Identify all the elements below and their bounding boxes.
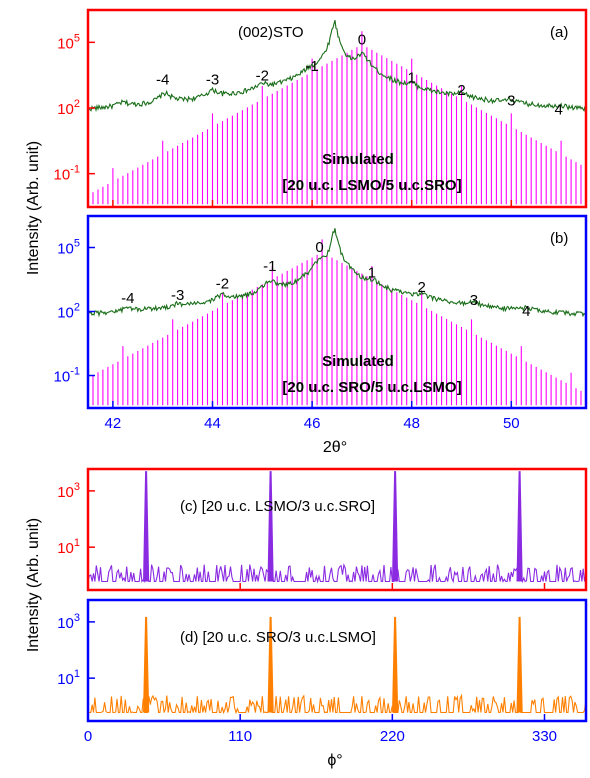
peak-label-a-2: -2 bbox=[256, 68, 269, 85]
plot-area-a bbox=[88, 20, 586, 205]
peak-label-a-1: -3 bbox=[206, 71, 219, 88]
panel-b: -4 -3 -2 -1 0 1 2 3 4 (b) Simulated [20 u.c. SRO/5 … bbox=[54, 214, 588, 432]
x-tick-label-b-3: 48 bbox=[403, 415, 420, 432]
y-tick-label-b-0: 105 bbox=[57, 238, 80, 258]
peak-label-a-6: 2 bbox=[457, 82, 465, 99]
peak-label-b-1: -3 bbox=[171, 287, 184, 304]
panel-tag-b: (b) bbox=[550, 230, 568, 247]
plot-area-c bbox=[88, 471, 586, 584]
peak-label-a-3: -1 bbox=[305, 58, 318, 75]
panel-a: -4 -3 -2 -1 0 1 2 3 4 (002)STO (a) Simulated [20 u.c… bbox=[54, 8, 588, 209]
peak-label-b-8: 4 bbox=[522, 303, 530, 320]
simulated-series-a bbox=[88, 31, 586, 205]
substrate-label: (002)STO bbox=[238, 24, 304, 41]
y-tick-label-a-0: 105 bbox=[57, 32, 80, 52]
simulated-label-line1-b: Simulated bbox=[322, 353, 394, 370]
axes-frame-d bbox=[86, 598, 588, 723]
y-tick-label-d-1: 101 bbox=[57, 668, 80, 688]
simulated-series-b bbox=[88, 239, 586, 406]
measured-series-b bbox=[88, 228, 586, 318]
x-tick-label-b-4: 50 bbox=[503, 415, 520, 432]
panel-d: (d) [20 u.c. SRO/3 u.c.LSMO] 103 101 0 110 22… bbox=[57, 598, 588, 745]
phi-peak-d-1 bbox=[267, 616, 274, 713]
plot-area-d bbox=[88, 616, 586, 715]
x-axis-title-bottom: ϕ° bbox=[327, 752, 342, 769]
x-tick-label-d-1: 110 bbox=[228, 728, 252, 745]
phi-peak-d-2 bbox=[392, 616, 399, 713]
y-tick-label-b-1: 102 bbox=[57, 302, 80, 322]
phi-peak-d-0 bbox=[143, 616, 150, 713]
panel-label-d: (d) [20 u.c. SRO/3 u.c.LSMO] bbox=[180, 629, 376, 646]
phi-noise-c bbox=[88, 562, 586, 584]
peak-label-b-5: 1 bbox=[368, 264, 376, 281]
phi-peak-c-2 bbox=[392, 471, 399, 582]
phi-peak-c-0 bbox=[143, 471, 150, 582]
panel-tag-a: (a) bbox=[550, 24, 568, 41]
peak-label-b-0: -4 bbox=[121, 290, 134, 307]
measured-series-a bbox=[88, 20, 586, 113]
peak-label-b-2: -2 bbox=[216, 275, 229, 292]
x-tick-label-b-0: 42 bbox=[105, 415, 122, 432]
peak-label-a-5: 1 bbox=[408, 69, 416, 86]
peak-label-a-7: 3 bbox=[507, 93, 515, 110]
peak-label-b-7: 3 bbox=[470, 292, 478, 309]
x-tick-label-d-0: 0 bbox=[84, 728, 92, 745]
y-tick-label-a-1: 102 bbox=[57, 98, 80, 118]
y-axis-title-top: Intensity (Arb. unit) bbox=[25, 141, 42, 275]
phi-peak-c-3 bbox=[516, 471, 523, 582]
simulated-label-line1-a: Simulated bbox=[322, 151, 394, 168]
y-tick-label-b-2: 10-1 bbox=[54, 366, 80, 386]
x-tick-label-d-2: 220 bbox=[380, 728, 405, 745]
peak-label-a-8: 4 bbox=[554, 102, 562, 119]
y-axis-title-bottom: Intensity (Arb. unit) bbox=[25, 518, 42, 652]
panel-label-c: (c) [20 u.c. LSMO/3 u.c.SRO] bbox=[180, 498, 375, 515]
y-tick-label-c-0: 103 bbox=[57, 481, 80, 501]
peak-label-a-4: 0 bbox=[358, 31, 366, 48]
phi-peak-c-1 bbox=[267, 471, 274, 582]
y-tick-label-d-0: 103 bbox=[57, 612, 80, 632]
peak-label-b-4: 0 bbox=[315, 239, 323, 256]
y-tick-label-c-1: 101 bbox=[57, 537, 80, 557]
simulated-label-line2-b: [20 u.c. SRO/5 u.c.LSMO] bbox=[282, 379, 461, 396]
peak-label-b-3: -1 bbox=[263, 258, 276, 275]
peak-label-a-0: -4 bbox=[156, 71, 169, 88]
y-tick-label-a-2: 10-1 bbox=[54, 164, 80, 184]
axes-frame-c bbox=[86, 467, 588, 592]
plot-area-b bbox=[88, 228, 586, 406]
x-axis-title-top: 2θ° bbox=[323, 439, 347, 456]
phi-peak-d-3 bbox=[516, 616, 523, 713]
panel-c: (c) [20 u.c. LSMO/3 u.c.SRO] 103 101 bbox=[57, 467, 588, 592]
simulated-label-line2-a: [20 u.c. LSMO/5 u.c.SRO] bbox=[282, 177, 461, 194]
peak-label-b-6: 2 bbox=[417, 279, 425, 296]
x-tick-label-b-1: 44 bbox=[204, 415, 221, 432]
x-tick-label-b-2: 46 bbox=[304, 415, 321, 432]
phi-noise-d bbox=[88, 693, 586, 715]
x-tick-label-d-3: 330 bbox=[532, 728, 557, 745]
